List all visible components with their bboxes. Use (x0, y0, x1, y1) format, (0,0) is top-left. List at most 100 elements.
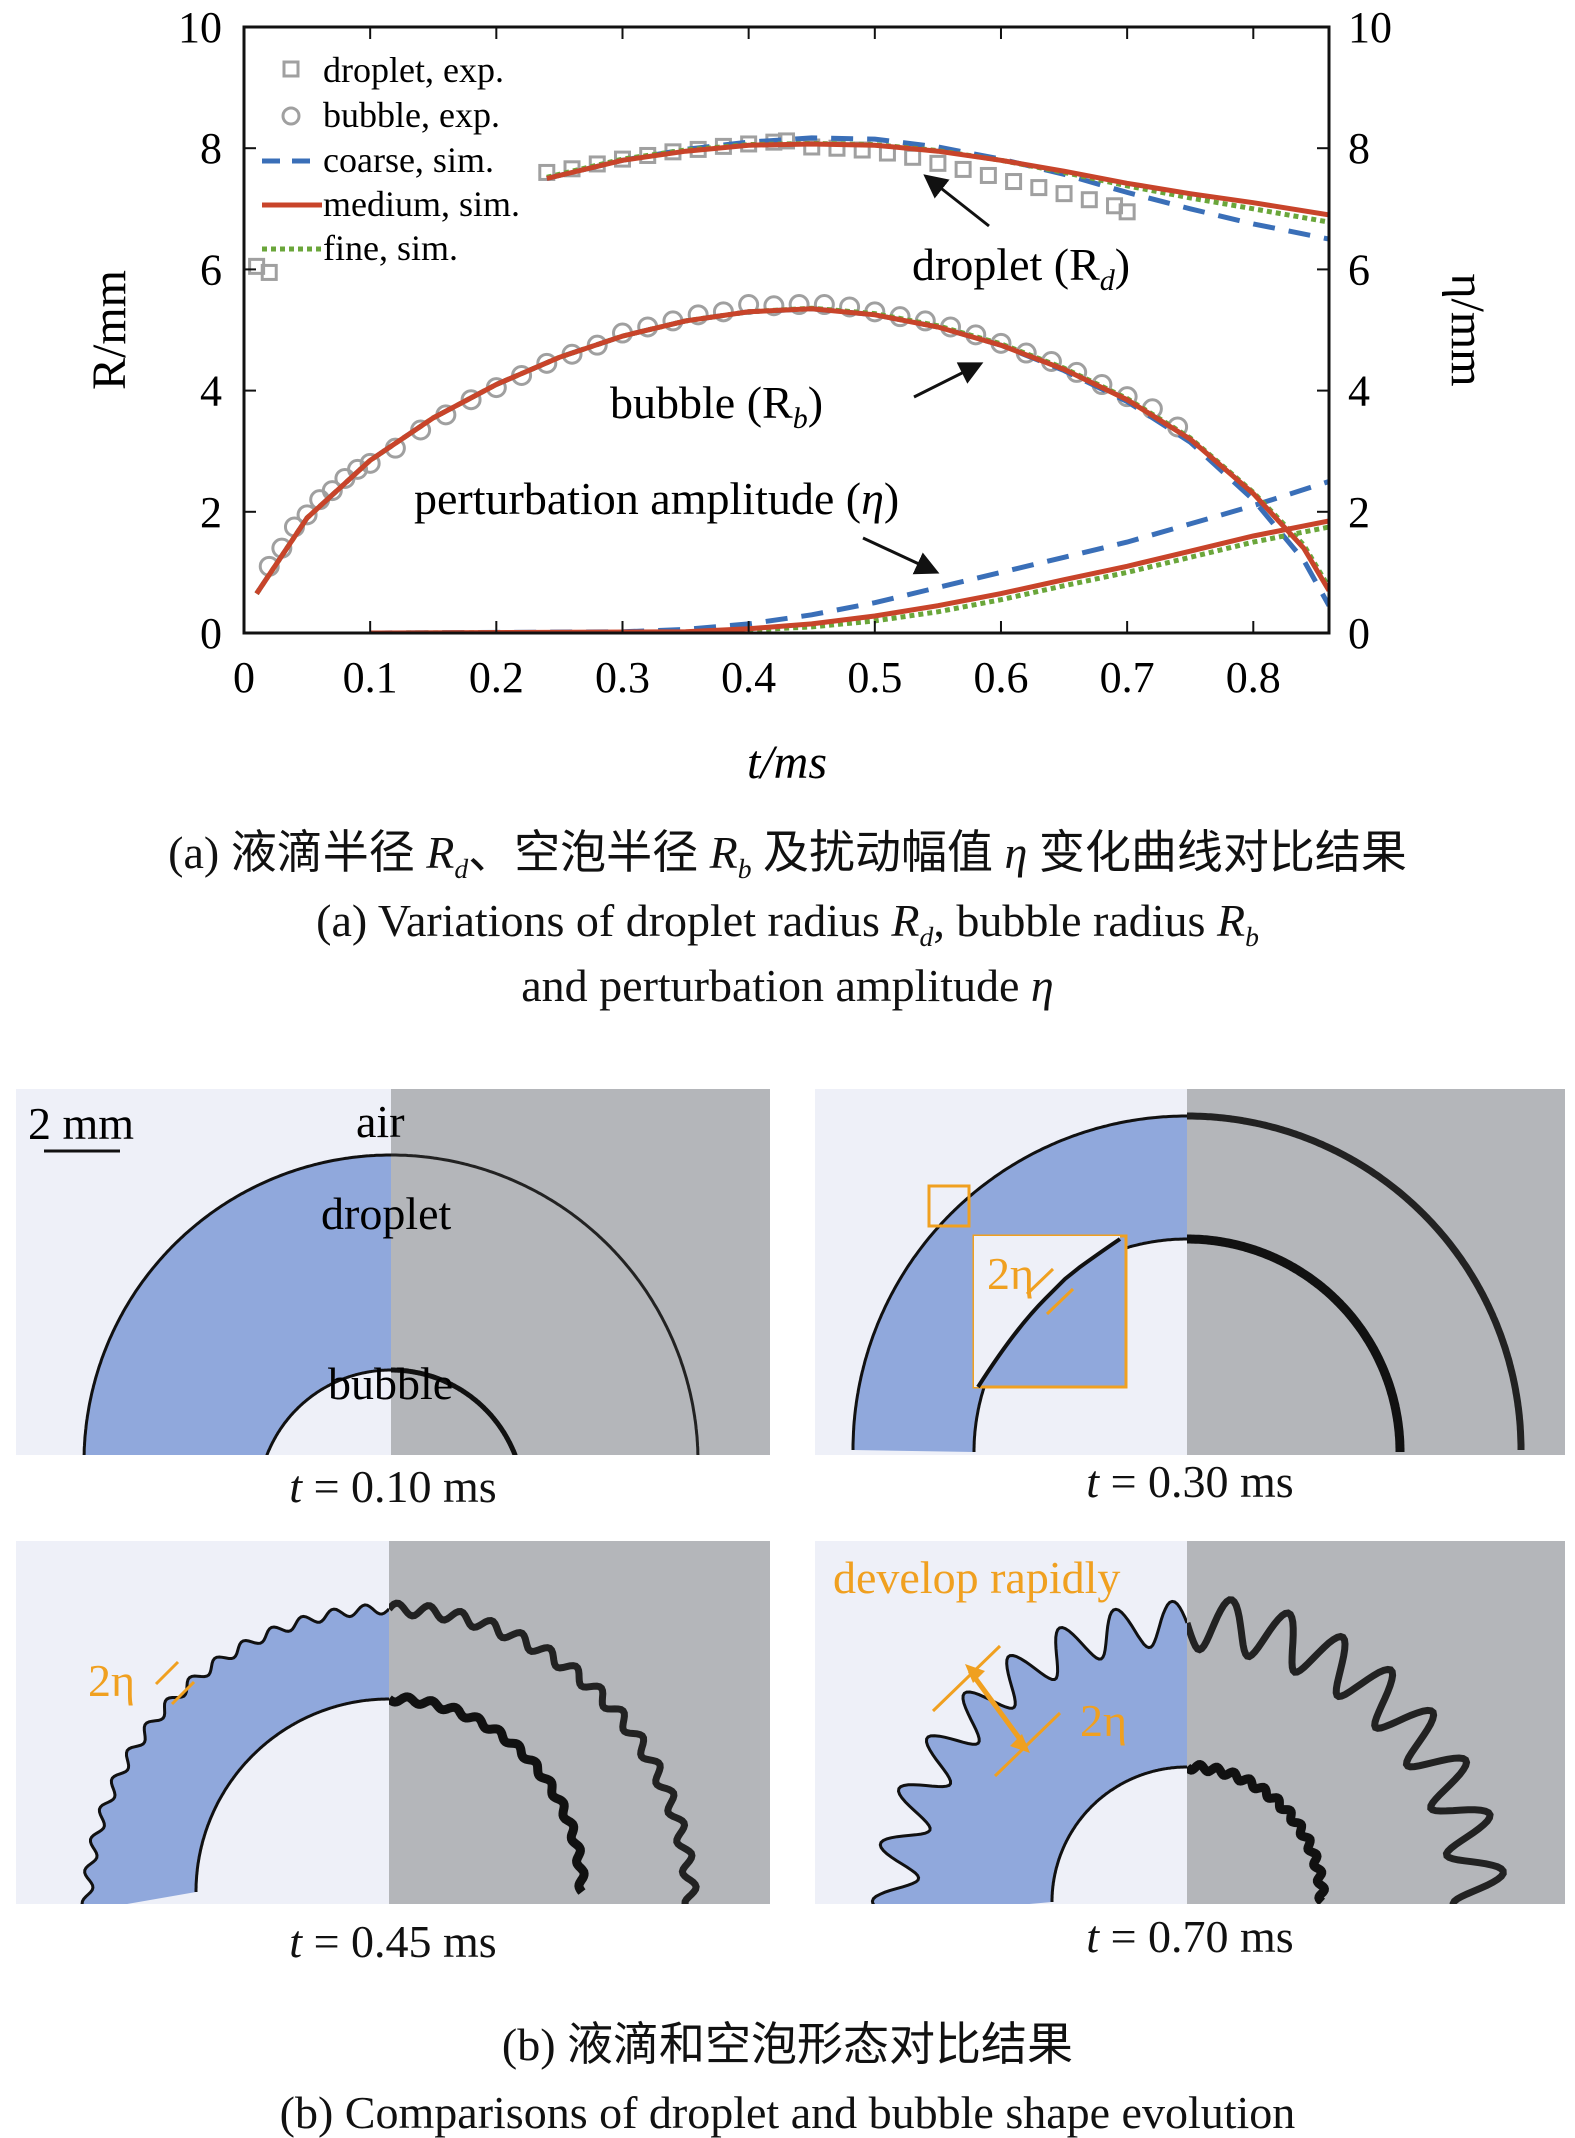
annotation-bubble: bubble (Rb) (610, 377, 823, 435)
x-tick-label: 0.4 (721, 653, 776, 702)
fine-eta-line (370, 524, 1329, 633)
exp-droplet-ring (389, 1599, 700, 1904)
legend-label: medium, sim. (323, 184, 520, 224)
caption-a-chinese: (a) 液滴半径 Rd、空泡半径 Rb 及扰动幅值 η 变化曲线对比结果 (168, 827, 1407, 885)
panel-time-label: t = 0.10 ms (289, 1461, 497, 1512)
y-tick-label: 8 (200, 124, 222, 173)
legend-label: coarse, sim. (323, 140, 494, 180)
bubble-exp-point (321, 480, 343, 502)
shape-panel-0.45ms: 2η (16, 1541, 770, 1904)
panel-time-label: t = 0.70 ms (1086, 1911, 1294, 1962)
exp-droplet-ring (391, 1153, 700, 1455)
amplitude-marker (1045, 1287, 1075, 1316)
amplitude-marker (170, 1680, 196, 1706)
caption-a-english-line2: and perturbation amplitude η (521, 960, 1054, 1011)
x-tick-label: 0.2 (469, 653, 524, 702)
y-tick-label: 4 (200, 367, 222, 416)
radius-chart: 0 0.1 0.2 0.3 0.4 0.5 0.6 0.7 0.80 02 24 46 68 810 10 … (83, 3, 1494, 789)
amplitude-arrowheads (965, 1664, 1030, 1753)
exp-bubble-ring (389, 1692, 589, 1895)
caption-b-chinese: (b) 液滴和空泡形态对比结果 (501, 2019, 1074, 2070)
plot-frame (242, 25, 1331, 635)
amplitude-marker (1025, 1267, 1055, 1296)
annotation-droplet: droplet (Rd) (912, 239, 1130, 297)
bubble-exp-point (763, 295, 785, 317)
fine-bubble-line (254, 305, 1329, 595)
amplitude-marker (993, 1711, 1062, 1778)
medium-bubble-line (254, 306, 1329, 595)
bubble-exp-point (296, 504, 318, 526)
droplet-exp-point (1005, 173, 1023, 191)
droplet-exp-point (538, 163, 556, 181)
bubble-exp-point (359, 452, 381, 474)
y2-tick-label: 4 (1348, 367, 1370, 416)
droplet-exp-point (979, 166, 997, 184)
experiment-photo (1187, 1089, 1565, 1455)
fine-droplet-line (546, 140, 1329, 225)
droplet-exp-point (1055, 185, 1073, 203)
panel-time-label: t = 0.45 ms (289, 1916, 497, 1967)
droplet-exp-point (1080, 191, 1098, 209)
x-tick-label: 0.5 (847, 653, 902, 702)
y2-tick-label: 2 (1348, 488, 1370, 537)
droplet-exp-point (1118, 203, 1136, 221)
shape-panel-0.10ms: 2 mm air droplet bubble (16, 1089, 770, 1455)
x-tick-label: 0.7 (1100, 653, 1155, 702)
x-tick-label: 0.8 (1226, 653, 1281, 702)
droplet-interface (80, 1603, 389, 1904)
legend-circle-marker (281, 106, 301, 126)
bubble-exp-point (536, 352, 558, 374)
x-tick-label: 0 (233, 653, 255, 702)
x-tick-label: 0.1 (343, 653, 398, 702)
medium-eta-line (370, 518, 1329, 633)
y-axis-label: R/mm (83, 270, 136, 390)
bubble-interface (265, 1368, 391, 1455)
droplet-exp-point (828, 139, 846, 157)
panel-time-label: t = 0.30 ms (1086, 1456, 1294, 1507)
x-tick-label: 0.6 (973, 653, 1028, 702)
bubble-interface (194, 1697, 389, 1892)
experiment-photo (391, 1089, 770, 1455)
arrow-droplet (923, 174, 990, 228)
amplitude-label: 2η (987, 1248, 1034, 1299)
amplitude-label: 2η (88, 1655, 135, 1706)
caption-a-english: (a) Variations of droplet radius Rd, bub… (316, 895, 1259, 953)
x-axis-label: t/ms (747, 736, 827, 789)
y2-tick-label: 10 (1348, 3, 1392, 52)
develop-rapidly-label: develop rapidly (833, 1552, 1120, 1603)
droplet-interface (870, 1599, 1187, 1904)
arrow-perturbation (862, 536, 940, 575)
y2-tick-label: 6 (1348, 245, 1370, 294)
y2-tick-label: 8 (1348, 124, 1370, 173)
x-tick-label: 0.3 (595, 653, 650, 702)
medium-droplet-line (546, 141, 1329, 218)
zoom-inset-air (974, 1236, 1120, 1387)
air-label: air (356, 1096, 405, 1147)
bubble-exp-point (347, 458, 369, 480)
caption-b-english: (b) Comparisons of droplet and bubble sh… (279, 2087, 1296, 2138)
y-tick-label: 6 (200, 245, 222, 294)
shape-panel-0.70ms: develop rapidly 2η (815, 1541, 1565, 1904)
shape-panel-0.30ms: 2η (815, 1089, 1565, 1455)
amplitude-marker (931, 1644, 1002, 1713)
exp-droplet-ring (1187, 1112, 1525, 1450)
droplet-exp-point (1030, 179, 1048, 197)
amplitude-marker (154, 1660, 180, 1686)
arrow-bubble (913, 362, 984, 399)
scale-bar-label: 2 mm (28, 1098, 134, 1149)
droplet-exp-point (929, 154, 947, 172)
legend-label: bubble, exp. (323, 95, 500, 135)
legend-square-marker (282, 60, 300, 78)
y-tick-label: 10 (178, 3, 222, 52)
annotation-perturbation: perturbation amplitude (η) (414, 473, 899, 524)
zoom-region-box (927, 1184, 971, 1228)
zoom-inset-interface (976, 1237, 1122, 1389)
legend-label: droplet, exp. (323, 50, 504, 90)
droplet-label: droplet (321, 1188, 452, 1239)
droplet-region (84, 1155, 391, 1455)
bubble-exp-point (460, 389, 482, 411)
exp-bubble-ring (1187, 1760, 1329, 1904)
droplet-interface (82, 1153, 391, 1455)
legend-label: fine, sim. (323, 228, 458, 268)
amplitude-label: 2η (1080, 1695, 1127, 1746)
